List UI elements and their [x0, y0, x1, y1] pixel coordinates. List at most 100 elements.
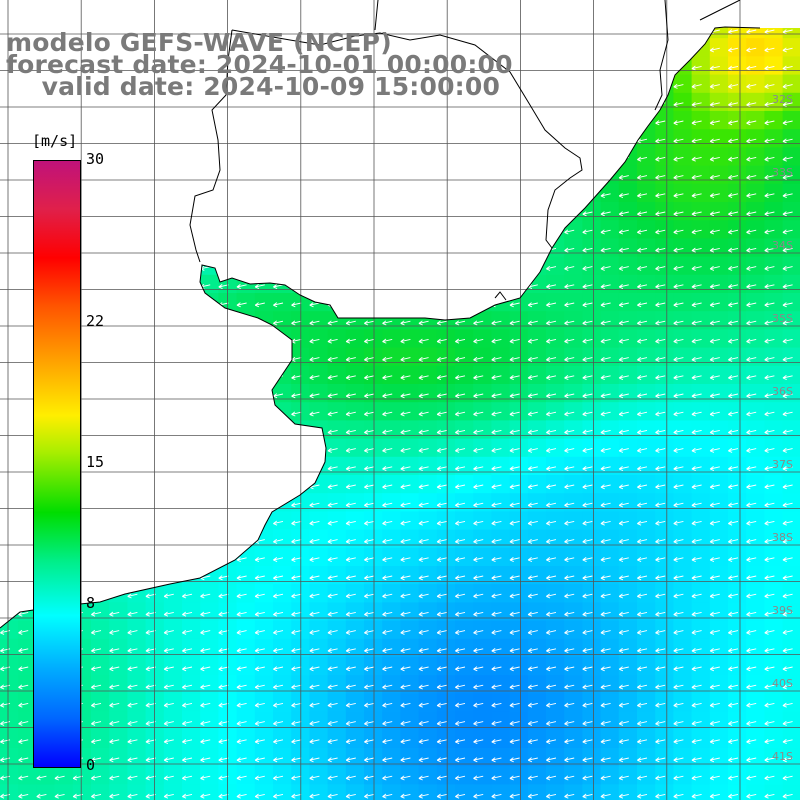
wind-arrow — [527, 520, 538, 526]
wind-arrow — [364, 720, 375, 726]
wind-arrow — [691, 575, 702, 581]
wind-arrow — [637, 666, 648, 672]
wind-arrow — [637, 466, 648, 472]
wind-arrow — [782, 538, 793, 544]
wind-arrow — [436, 720, 447, 726]
wind-arrow — [364, 265, 375, 271]
wind-arrow — [400, 684, 411, 690]
wind-arrow — [309, 702, 320, 708]
wind-arrow — [527, 138, 538, 144]
wind-arrow — [728, 629, 739, 635]
wind-arrow — [564, 393, 575, 399]
title-forecast-date: forecast date: 2024-10-01 00:00:00 — [6, 50, 513, 79]
wind-arrow — [600, 447, 611, 453]
wind-arrow — [491, 102, 502, 108]
wind-arrow — [473, 775, 484, 781]
wind-arrow — [782, 265, 793, 271]
wind-arrow — [327, 211, 338, 217]
wind-arrow — [473, 356, 484, 362]
colorbar — [33, 160, 81, 768]
wind-arrow — [218, 229, 229, 235]
wind-arrow — [400, 102, 411, 108]
wind-arrow — [200, 447, 211, 453]
wind-arrow — [691, 193, 702, 199]
wind-arrow — [564, 356, 575, 362]
wind-arrow — [746, 247, 757, 253]
wind-arrow — [564, 666, 575, 672]
wind-arrow — [436, 356, 447, 362]
wind-arrow — [327, 739, 338, 745]
wind-arrow — [418, 575, 429, 581]
wind-arrow — [200, 320, 211, 326]
wind-arrow — [473, 29, 484, 35]
wind-arrow — [273, 229, 284, 235]
wind-arrow — [291, 193, 302, 199]
wind-arrow — [163, 557, 174, 563]
wind-arrow — [309, 520, 320, 526]
wind-arrow — [364, 757, 375, 763]
wind-arrow — [618, 174, 629, 180]
wind-arrow — [0, 284, 11, 290]
wind-arrow — [109, 156, 120, 162]
wind-arrow — [0, 356, 11, 362]
wind-arrow — [527, 666, 538, 672]
wind-arrow — [291, 102, 302, 108]
wind-arrow — [746, 466, 757, 472]
wind-arrow — [382, 229, 393, 235]
wind-arrow — [273, 302, 284, 308]
wind-arrow — [764, 65, 775, 71]
border-line — [374, 0, 379, 31]
wind-arrow — [709, 720, 720, 726]
wind-arrow — [0, 375, 11, 381]
wind-arrow — [182, 484, 193, 490]
wind-arrow — [291, 284, 302, 290]
wind-arrow — [691, 320, 702, 326]
wind-arrow — [527, 466, 538, 472]
wind-arrow — [236, 775, 247, 781]
wind-arrow — [527, 356, 538, 362]
wind-arrow — [0, 320, 11, 326]
wind-arrow — [163, 138, 174, 144]
wind-arrow — [618, 720, 629, 726]
wind-arrow — [309, 429, 320, 435]
wind-arrow — [0, 484, 11, 490]
wind-arrow — [436, 447, 447, 453]
wind-arrow — [764, 666, 775, 672]
wind-arrow — [509, 757, 520, 763]
wind-arrow — [600, 375, 611, 381]
wind-arrow — [691, 648, 702, 654]
wind-arrow — [218, 629, 229, 635]
wind-arrow — [273, 174, 284, 180]
wind-arrow — [418, 102, 429, 108]
wind-arrow — [236, 648, 247, 654]
wind-arrow — [236, 193, 247, 199]
wind-arrow — [127, 666, 138, 672]
wind-arrow — [273, 156, 284, 162]
wind-arrow — [546, 502, 557, 508]
wind-arrow — [145, 702, 156, 708]
wind-arrow — [91, 629, 102, 635]
wind-arrow — [182, 611, 193, 617]
wind-arrow — [455, 229, 466, 235]
wind-arrow — [673, 557, 684, 563]
wind-arrow — [782, 47, 793, 53]
wind-arrow — [582, 666, 593, 672]
wind-arrow — [345, 193, 356, 199]
wind-arrow — [582, 611, 593, 617]
wind-arrow — [218, 757, 229, 763]
wind-arrow — [455, 174, 466, 180]
wind-arrow — [509, 411, 520, 417]
wind-arrow — [546, 484, 557, 490]
wind-arrow — [655, 47, 666, 53]
wind-arrow — [691, 775, 702, 781]
wind-arrow — [273, 739, 284, 745]
wind-arrow — [764, 684, 775, 690]
wind-arrow — [691, 466, 702, 472]
wind-arrow — [400, 611, 411, 617]
wind-arrow — [273, 393, 284, 399]
wind-arrow — [473, 120, 484, 126]
wind-arrow — [527, 411, 538, 417]
wind-arrow — [546, 648, 557, 654]
wind-arrow — [673, 684, 684, 690]
wind-arrow — [782, 466, 793, 472]
